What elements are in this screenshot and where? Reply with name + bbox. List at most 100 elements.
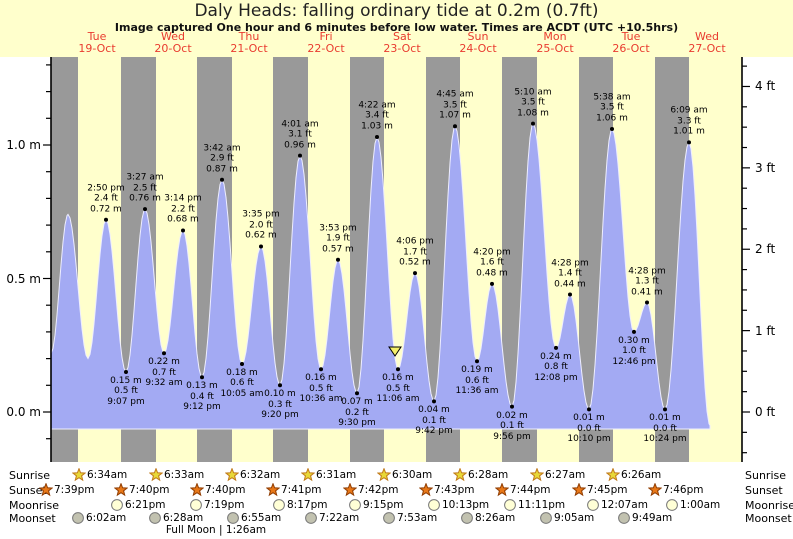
moonset-icon	[304, 511, 318, 525]
moonset-entry: 6:02am	[71, 511, 126, 525]
moonset-entry: 6:28am	[148, 511, 203, 525]
left-axis-label: 1.0 m	[6, 138, 41, 152]
sunset-time: 7:40pm	[129, 484, 170, 496]
moonrise-entry: 6:21pm	[110, 498, 165, 512]
tide-extreme-dot	[413, 271, 417, 276]
high-tide-label: 5:38 am 3.5 ft 1.06 m	[593, 92, 631, 124]
moonrise-entry: 1:00am	[665, 498, 720, 512]
almanac-row-label-sunrise-right: Sunrise	[745, 469, 787, 482]
moonrise-time: 12:07am	[601, 499, 648, 511]
low-tide-label: 0.30 m 1.0 ft 12:46 pm	[612, 335, 656, 367]
day-date: 22-Oct	[307, 42, 345, 55]
right-axis-label: 4 ft	[755, 79, 776, 94]
almanac-row-label-moonrise-left: Moonrise	[9, 499, 59, 512]
high-tide-label: 3:35 pm 2.0 ft 0.62 m	[242, 209, 280, 241]
almanac-row-label-moonrise-right: Moonrise	[745, 499, 793, 512]
low-tide-label: 0.15 m 0.5 ft 9:07 pm	[107, 375, 145, 407]
tide-extreme-dot	[610, 126, 614, 131]
low-tide-label: 0.19 m 0.6 ft 11:36 am	[455, 365, 499, 397]
sunset-star-icon	[343, 483, 357, 497]
tide-extreme-dot	[319, 367, 323, 372]
sunset-entry: 7:44pm	[495, 483, 550, 497]
tide-extreme-dot	[396, 367, 400, 372]
sunset-entry: 7:46pm	[648, 483, 703, 497]
sunrise-entry: 6:30am	[377, 468, 432, 482]
chart-subtitle: Image captured One hour and 6 minutes be…	[114, 21, 679, 34]
tide-extreme-dot	[259, 244, 263, 249]
tide-extreme-dot	[298, 153, 302, 158]
moonrise-icon	[427, 498, 441, 512]
day-date: 24-Oct	[459, 42, 497, 55]
current-time-marker-icon	[388, 346, 402, 357]
sunrise-star-icon	[72, 468, 86, 482]
moonrise-icon	[272, 498, 286, 512]
moonset-icon	[71, 511, 85, 525]
date-label: Fri 22-Oct	[307, 31, 344, 55]
moonset-entry: 7:22am	[304, 511, 359, 525]
sunrise-time: 6:27am	[545, 469, 586, 481]
almanac-row-label-sunset-left: Sunset	[9, 484, 47, 497]
tide-extreme-dot	[240, 361, 244, 366]
sunrise-entry: 6:26am	[606, 468, 661, 482]
moonrise-icon	[189, 498, 203, 512]
sunrise-entry: 6:27am	[530, 468, 585, 482]
high-tide-label: 4:28 pm 1.4 ft 0.44 m	[551, 258, 589, 290]
sunrise-star-icon	[606, 468, 620, 482]
tide-extreme-dot	[663, 407, 667, 412]
tide-extreme-dot	[687, 140, 691, 145]
date-label: Sun 24-Oct	[459, 31, 496, 55]
tide-extreme-dot	[554, 345, 558, 350]
sunrise-time: 6:34am	[87, 469, 128, 481]
moonset-time: 6:02am	[86, 512, 127, 524]
tide-extreme-dot	[375, 134, 379, 139]
moonset-icon	[617, 511, 631, 525]
almanac-row-label-moonset-right: Moonset	[745, 512, 792, 525]
almanac-row-label-sunset-right: Sunset	[745, 484, 783, 497]
day-of-week: Mon	[543, 30, 567, 43]
sunset-entry: 7:41pm	[266, 483, 321, 497]
sunset-entry: 7:39pm	[39, 483, 94, 497]
high-tide-label: 2:50 pm 2.4 ft 0.72 m	[87, 183, 125, 215]
sunset-entry: 7:40pm	[190, 483, 245, 497]
moonrise-time: 6:21pm	[125, 499, 166, 511]
low-tide-label: 0.24 m 0.8 ft 12:08 pm	[534, 351, 578, 383]
moonset-entry: 8:26am	[460, 511, 515, 525]
low-tide-label: 0.16 m 0.5 ft 11:06 am	[376, 373, 420, 405]
sunset-entry: 7:43pm	[419, 483, 474, 497]
moonrise-time: 8:17pm	[287, 499, 328, 511]
tide-extreme-dot	[475, 359, 479, 364]
right-axis-label: 2 ft	[755, 242, 776, 257]
day-of-week: Sun	[467, 30, 489, 43]
tide-extreme-dot	[645, 300, 649, 305]
high-tide-label: 4:28 pm 1.3 ft 0.41 m	[628, 266, 666, 298]
sunrise-star-icon	[301, 468, 315, 482]
day-of-week: Sat	[392, 30, 412, 43]
day-date: 26-Oct	[612, 42, 650, 55]
low-tide-label: 0.22 m 0.7 ft 9:32 am	[145, 357, 183, 389]
sunrise-time: 6:26am	[621, 469, 662, 481]
day-of-week: Tue	[87, 30, 107, 43]
chart-header-band	[0, 0, 793, 57]
date-label: Tue 26-Oct	[612, 31, 649, 55]
date-label: Thu 21-Oct	[230, 31, 267, 55]
tide-extreme-dot	[531, 121, 535, 126]
sunset-star-icon	[39, 483, 53, 497]
sunrise-star-icon	[149, 468, 163, 482]
day-of-week: Tue	[621, 30, 641, 43]
moonrise-icon	[665, 498, 679, 512]
full-moon-note: Full Moon | 1:26am	[165, 524, 267, 536]
sunset-entry: 7:45pm	[572, 483, 627, 497]
tide-extreme-dot	[355, 391, 359, 396]
sunset-star-icon	[495, 483, 509, 497]
sunrise-time: 6:30am	[392, 469, 433, 481]
moonrise-time: 11:11pm	[518, 499, 566, 511]
moonrise-icon	[110, 498, 124, 512]
tide-extreme-dot	[336, 257, 340, 262]
moonset-icon	[382, 511, 396, 525]
date-label: Mon 25-Oct	[536, 31, 573, 55]
moonset-icon	[539, 511, 553, 525]
tide-extreme-dot	[278, 383, 282, 388]
low-tide-label: 0.04 m 0.1 ft 9:42 pm	[415, 405, 453, 437]
